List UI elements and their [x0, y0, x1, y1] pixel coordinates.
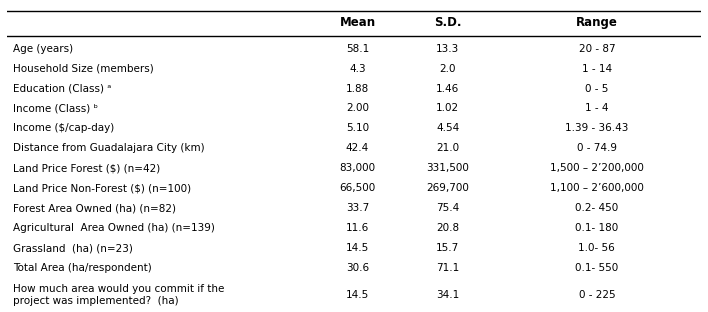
- Text: S.D.: S.D.: [434, 16, 462, 29]
- Text: 14.5: 14.5: [346, 243, 369, 253]
- Text: 1,100 – 2’600,000: 1,100 – 2’600,000: [550, 183, 644, 193]
- Text: Agricultural  Area Owned (ha) (n=139): Agricultural Area Owned (ha) (n=139): [13, 223, 215, 233]
- Text: 71.1: 71.1: [436, 263, 459, 273]
- Text: 15.7: 15.7: [436, 243, 459, 253]
- Text: 1.88: 1.88: [346, 84, 369, 94]
- Text: 83,000: 83,000: [339, 163, 375, 173]
- Text: 0.1- 550: 0.1- 550: [575, 263, 619, 273]
- Text: 2.00: 2.00: [346, 104, 369, 114]
- Text: 42.4: 42.4: [346, 144, 369, 154]
- Text: 0 - 225: 0 - 225: [578, 290, 615, 300]
- Text: 1.0- 56: 1.0- 56: [578, 243, 615, 253]
- Text: 21.0: 21.0: [436, 144, 459, 154]
- Text: Forest Area Owned (ha) (n=82): Forest Area Owned (ha) (n=82): [13, 203, 176, 213]
- Text: 4.3: 4.3: [349, 64, 366, 74]
- Text: 1.02: 1.02: [436, 104, 459, 114]
- Text: Range: Range: [576, 16, 618, 29]
- Text: Mean: Mean: [339, 16, 375, 29]
- Text: 20 - 87: 20 - 87: [578, 44, 615, 54]
- Text: 75.4: 75.4: [436, 203, 459, 213]
- Text: 4.54: 4.54: [436, 124, 459, 134]
- Text: Income (Class) ᵇ: Income (Class) ᵇ: [13, 104, 98, 114]
- Text: 58.1: 58.1: [346, 44, 369, 54]
- Text: 2.0: 2.0: [440, 64, 456, 74]
- Text: 33.7: 33.7: [346, 203, 369, 213]
- Text: Education (Class) ᵃ: Education (Class) ᵃ: [13, 84, 111, 94]
- Text: 1 - 14: 1 - 14: [582, 64, 612, 74]
- Text: 5.10: 5.10: [346, 124, 369, 134]
- Text: 269,700: 269,700: [426, 183, 469, 193]
- Text: 30.6: 30.6: [346, 263, 369, 273]
- Text: How much area would you commit if the
project was implemented?  (ha): How much area would you commit if the pr…: [13, 284, 224, 306]
- Text: 13.3: 13.3: [436, 44, 459, 54]
- Text: 34.1: 34.1: [436, 290, 459, 300]
- Text: Income ($/cap-day): Income ($/cap-day): [13, 124, 114, 134]
- Text: 0.1- 180: 0.1- 180: [575, 223, 619, 233]
- Text: 1 - 4: 1 - 4: [585, 104, 609, 114]
- Text: 14.5: 14.5: [346, 290, 369, 300]
- Text: 1,500 – 2’200,000: 1,500 – 2’200,000: [550, 163, 644, 173]
- Text: 1.46: 1.46: [436, 84, 459, 94]
- Text: Age (years): Age (years): [13, 44, 73, 54]
- Text: Land Price Forest ($) (n=42): Land Price Forest ($) (n=42): [13, 163, 160, 173]
- Text: Household Size (members): Household Size (members): [13, 64, 154, 74]
- Text: 66,500: 66,500: [339, 183, 376, 193]
- Text: Distance from Guadalajara City (km): Distance from Guadalajara City (km): [13, 144, 204, 154]
- Text: 11.6: 11.6: [346, 223, 369, 233]
- Text: 0.2- 450: 0.2- 450: [575, 203, 619, 213]
- Text: Total Area (ha/respondent): Total Area (ha/respondent): [13, 263, 152, 273]
- Text: 1.39 - 36.43: 1.39 - 36.43: [565, 124, 629, 134]
- Text: 20.8: 20.8: [436, 223, 459, 233]
- Text: 331,500: 331,500: [426, 163, 469, 173]
- Text: 0 - 5: 0 - 5: [585, 84, 609, 94]
- Text: Land Price Non-Forest ($) (n=100): Land Price Non-Forest ($) (n=100): [13, 183, 190, 193]
- Text: 0 - 74.9: 0 - 74.9: [577, 144, 617, 154]
- Text: Grassland  (ha) (n=23): Grassland (ha) (n=23): [13, 243, 132, 253]
